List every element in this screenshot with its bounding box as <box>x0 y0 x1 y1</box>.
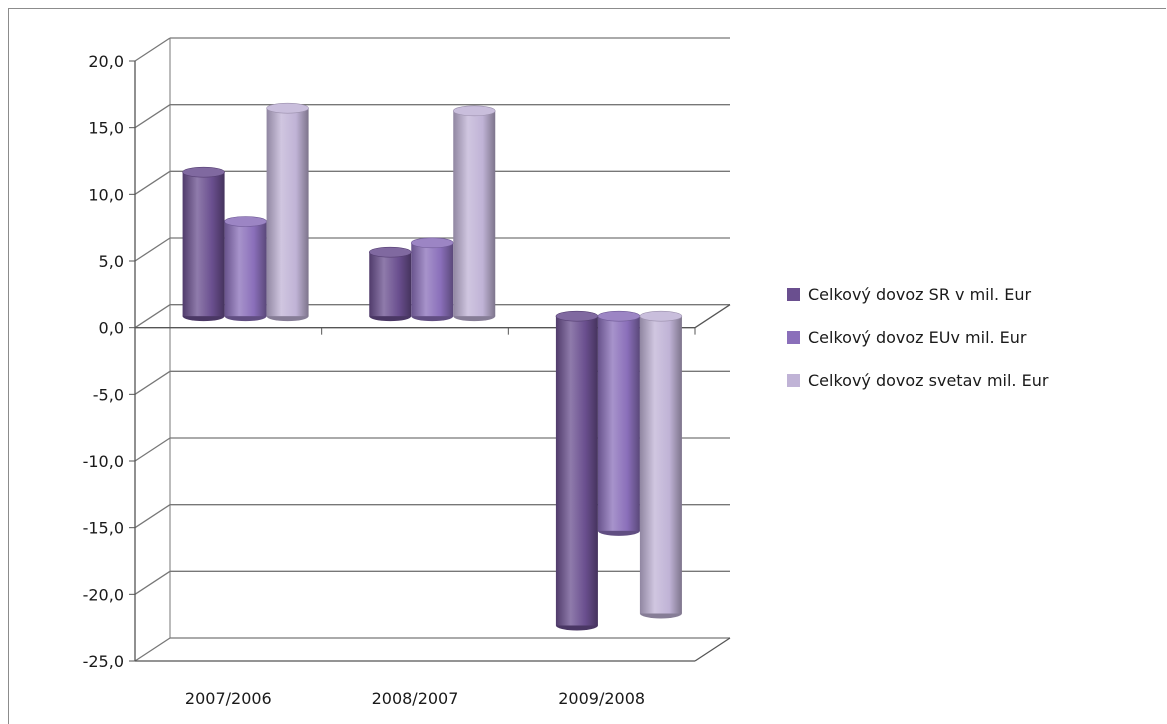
y-tick-label: -5,0 <box>93 385 124 404</box>
chart-frame <box>8 8 1166 724</box>
bar-body <box>639 316 682 614</box>
bar-body <box>453 110 496 317</box>
y-tick-label: -25,0 <box>83 652 124 671</box>
bar <box>452 105 496 322</box>
bar-body <box>411 242 454 317</box>
bar-body <box>597 316 640 531</box>
bar-body <box>182 172 225 317</box>
bar-top <box>410 237 454 249</box>
x-axis-depth <box>694 304 731 329</box>
gridline-side <box>134 37 171 62</box>
y-tick-label: -15,0 <box>83 519 124 538</box>
y-tick-label: -20,0 <box>83 585 124 604</box>
bar-top <box>452 105 496 117</box>
legend-label: Celkový dovoz svetav mil. Eur <box>808 371 1049 390</box>
bar <box>266 102 309 322</box>
x-tick-label: 2008/2007 <box>372 689 459 708</box>
gridline-side <box>134 370 171 395</box>
y-tick-label: 15,0 <box>88 119 124 138</box>
gridline-side <box>134 637 171 662</box>
x-tick-label: 2009/2008 <box>558 689 645 708</box>
bar <box>368 246 412 322</box>
bar <box>597 310 641 536</box>
bar <box>639 310 683 619</box>
legend-swatch <box>787 374 800 387</box>
bar-top <box>224 216 267 227</box>
bar-top <box>368 246 412 258</box>
bar-top <box>639 310 683 322</box>
bar-top <box>555 310 599 322</box>
floor-right-edge <box>694 637 731 662</box>
gridline-side <box>134 170 171 195</box>
bar-body <box>224 221 267 317</box>
y-tick-label: 5,0 <box>99 252 124 271</box>
bar <box>410 237 454 322</box>
bar-body <box>369 252 412 317</box>
gridline-side <box>134 304 171 329</box>
bar-body <box>266 108 309 317</box>
gridline-side <box>134 504 171 529</box>
bar-top <box>266 102 309 114</box>
gridline-side <box>134 570 171 595</box>
y-tick-label: 10,0 <box>88 185 124 204</box>
gridline-side <box>134 104 171 129</box>
bar-top <box>182 166 225 178</box>
y-tick-label: 20,0 <box>88 52 124 71</box>
bar-body <box>555 316 598 626</box>
bars <box>182 102 683 631</box>
x-tick-labels: 2007/2006 2008/2007 2009/2008 <box>185 689 645 708</box>
y-tick-label: -10,0 <box>83 452 124 471</box>
bar-top <box>597 310 641 322</box>
gridline-side <box>134 237 171 262</box>
legend-label: Celkový dovoz SR v mil. Eur <box>808 285 1031 304</box>
legend: Celkový dovoz SR v mil. Eur Celkový dovoz… <box>787 285 1049 390</box>
gridline-side <box>134 437 171 462</box>
y-tick-labels: 20,0 15,0 10,0 5,0 0,0 -5,0 -10,0 -15,0 -20,0 -25… <box>83 52 124 671</box>
bar <box>555 310 599 631</box>
bar <box>182 166 225 322</box>
legend-swatch <box>787 331 800 344</box>
bar <box>224 216 267 322</box>
y-tick-label: 0,0 <box>99 319 124 338</box>
x-tick-label: 2007/2006 <box>185 689 272 708</box>
legend-label: Celkový dovoz EUv mil. Eur <box>808 328 1027 347</box>
legend-swatch <box>787 288 800 301</box>
